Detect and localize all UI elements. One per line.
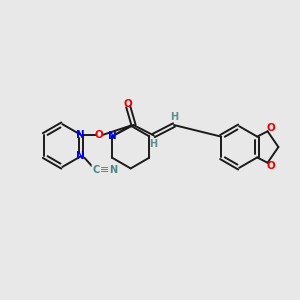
Text: O: O	[266, 123, 275, 133]
Text: N: N	[110, 165, 118, 175]
Text: N: N	[76, 151, 85, 161]
Text: C: C	[92, 165, 99, 175]
Text: N: N	[108, 131, 116, 141]
Text: ≡: ≡	[100, 165, 109, 175]
Text: H: H	[149, 139, 157, 149]
Text: O: O	[266, 161, 275, 171]
Text: O: O	[95, 130, 104, 140]
Text: H: H	[170, 112, 178, 122]
Text: O: O	[124, 99, 133, 109]
Text: N: N	[76, 130, 85, 140]
